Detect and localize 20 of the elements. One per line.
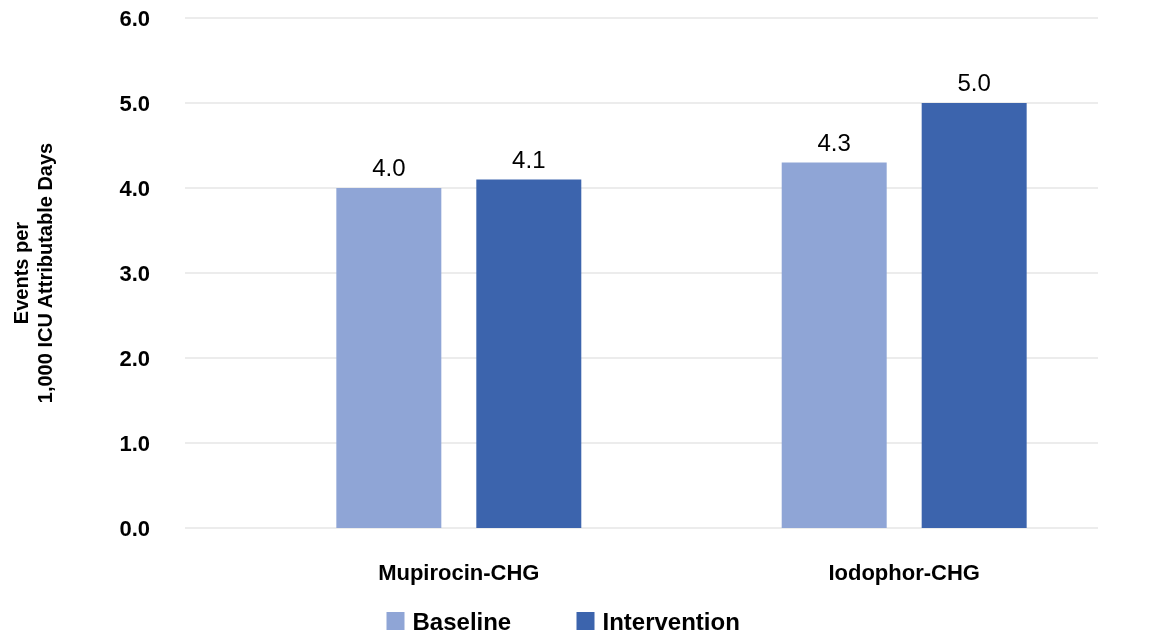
bar [781, 162, 887, 528]
y-axis-title: Events per 1,000 ICU Attributable Days [10, 142, 56, 404]
data-label: 5.0 [957, 69, 991, 96]
y-tick-label: 2.0 [119, 345, 150, 371]
data-label: 4.0 [372, 154, 406, 181]
y-tick-label: 0.0 [119, 515, 150, 541]
x-tick-label: Mupirocin-CHG [378, 560, 540, 585]
data-label: 4.3 [817, 128, 851, 156]
bar [476, 179, 582, 528]
y-tick-label: 5.0 [119, 90, 150, 116]
legend-label: Intervention [602, 608, 740, 635]
bar [921, 103, 1027, 528]
x-tick-label: Iodophor-CHG [828, 560, 980, 585]
y-tick-label: 1.0 [119, 430, 150, 456]
y-tick-label: 6.0 [119, 5, 150, 31]
legend-label: Baseline [412, 608, 512, 635]
y-tick-label: 3.0 [119, 260, 150, 286]
bar [336, 188, 442, 528]
data-label: 4.1 [512, 145, 546, 173]
y-tick-label: 4.0 [119, 175, 150, 201]
